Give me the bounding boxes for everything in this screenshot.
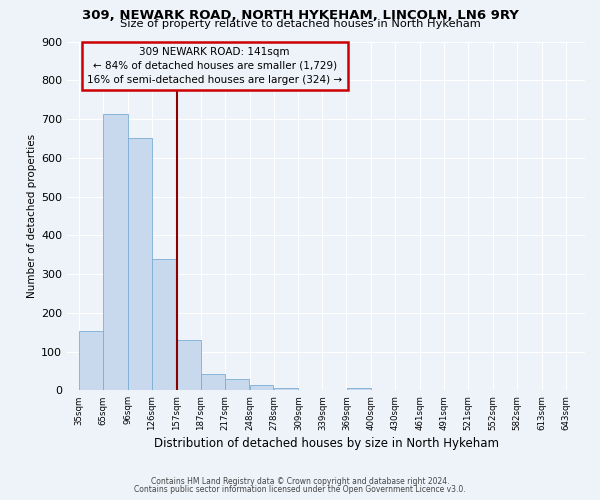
Bar (201, 374, 224, 390)
Bar (250, 386, 274, 390)
Text: Size of property relative to detached houses in North Hykeham: Size of property relative to detached ho… (119, 19, 481, 29)
X-axis label: Distribution of detached houses by size in North Hykeham: Distribution of detached houses by size … (154, 437, 499, 450)
Bar (128, 138, 152, 390)
Text: Contains HM Land Registry data © Crown copyright and database right 2024.: Contains HM Land Registry data © Crown c… (151, 477, 449, 486)
Bar (274, 388, 298, 390)
Bar (152, 258, 176, 390)
Text: Contains public sector information licensed under the Open Government Licence v3: Contains public sector information licen… (134, 484, 466, 494)
Bar (79, 332, 103, 390)
Bar (103, 114, 128, 390)
Text: 309, NEWARK ROAD, NORTH HYKEHAM, LINCOLN, LN6 9RY: 309, NEWARK ROAD, NORTH HYKEHAM, LINCOLN… (82, 9, 518, 22)
Y-axis label: Number of detached properties: Number of detached properties (27, 134, 37, 298)
Bar (177, 340, 200, 390)
Text: 309 NEWARK ROAD: 141sqm
← 84% of detached houses are smaller (1,729)
16% of semi: 309 NEWARK ROAD: 141sqm ← 84% of detache… (87, 46, 343, 84)
Bar (347, 388, 371, 390)
Bar (225, 378, 250, 390)
